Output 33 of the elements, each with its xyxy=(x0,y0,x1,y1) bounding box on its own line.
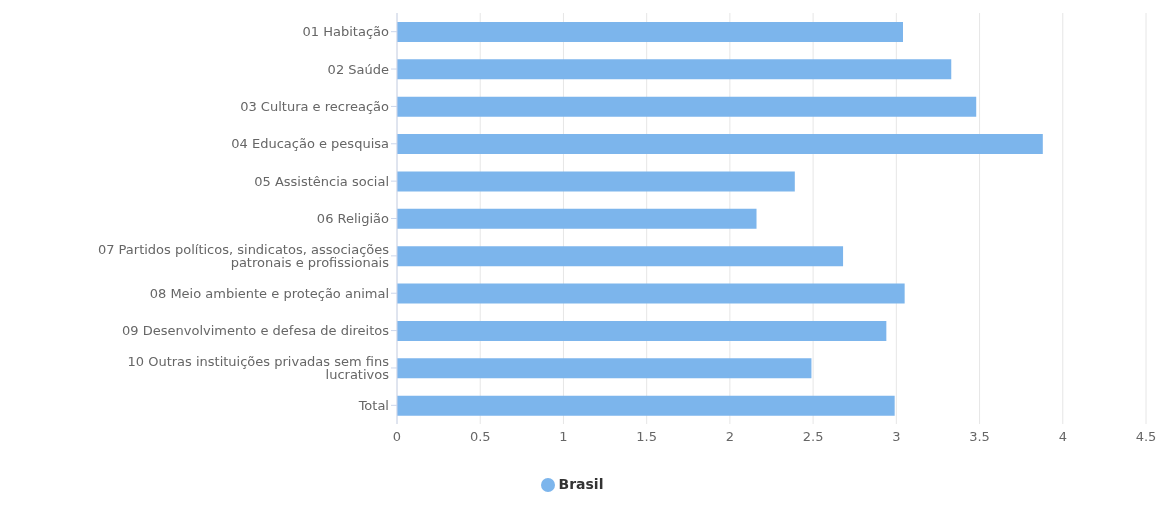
bar xyxy=(397,171,795,192)
x-tick-label: 0.5 xyxy=(469,429,491,445)
x-tick-label: 1.5 xyxy=(636,429,658,445)
x-tick-label: 4.5 xyxy=(1135,429,1157,445)
y-tick-label: 06 Religião xyxy=(316,211,390,227)
bar xyxy=(397,59,952,80)
bar xyxy=(397,246,844,267)
y-tick-label: 03 Cultura e recreação xyxy=(240,99,390,115)
bar xyxy=(397,134,1043,155)
x-tick-label: 2.5 xyxy=(802,429,824,445)
bar xyxy=(397,22,903,42)
y-tick-label: 02 Saúde xyxy=(327,61,389,77)
y-tick-label: Total xyxy=(357,397,389,413)
y-tick-label: 10 Outras instituições privadas sem fins lucrativos xyxy=(127,354,390,383)
x-tick-label: 4 xyxy=(1058,429,1067,445)
bar xyxy=(397,283,905,304)
bar xyxy=(397,358,812,379)
x-tick-label: 3 xyxy=(892,429,901,445)
y-tick-label: 07 Partidos políticos, sindicatos, associações patronais e profissionais xyxy=(97,241,390,270)
x-tick-label: 3.5 xyxy=(969,429,990,445)
x-tick-label: 2 xyxy=(725,429,735,445)
legend-label: Brasil xyxy=(558,476,604,492)
y-tick-label: 04 Educação e pesquisa xyxy=(231,136,389,152)
y-tick-label: 05 Assistência social xyxy=(254,173,389,189)
x-tick-label: 0 xyxy=(392,429,402,445)
y-tick-label: 09 Desenvolvimento e defesa de direitos xyxy=(122,323,390,339)
x-tick-label: 1 xyxy=(559,429,568,445)
y-tick-label: 01 Habitação xyxy=(302,24,390,40)
y-tick-label: 08 Meio ambiente e proteção animal xyxy=(149,285,389,301)
bar xyxy=(397,320,887,341)
bar xyxy=(397,395,895,416)
bar xyxy=(397,208,757,229)
bar xyxy=(397,96,977,117)
